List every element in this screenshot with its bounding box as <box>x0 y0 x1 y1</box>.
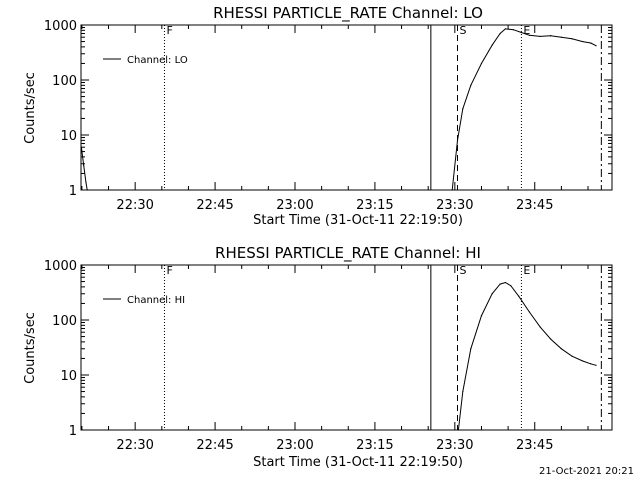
x-tick-label: 22:45 <box>196 198 233 213</box>
y-axis-label: Counts/sec <box>23 72 38 144</box>
data-point <box>595 364 597 366</box>
data-point <box>491 293 493 295</box>
x-tick-label: 23:45 <box>516 438 553 453</box>
y-tick-label: 10 <box>60 369 77 384</box>
y-tick-label: 1 <box>69 424 77 439</box>
data-point <box>83 164 85 167</box>
x-tick-label: 23:45 <box>516 198 553 213</box>
chart-title: RHESSI PARTICLE_RATE Channel: HI <box>215 244 481 263</box>
data-point <box>470 84 472 86</box>
data-point <box>571 355 573 357</box>
data-point <box>462 390 464 393</box>
data-point <box>85 181 87 183</box>
x-tick-label: 23:15 <box>356 438 393 453</box>
data-point <box>480 315 483 317</box>
data-point <box>462 108 464 110</box>
chart-title: RHESSI PARTICLE_RATE Channel: LO <box>213 4 483 23</box>
x-tick-label: 22:30 <box>116 438 153 453</box>
panel-lo: RHESSI PARTICLE_RATE Channel: LO Start T… <box>23 4 613 228</box>
data-point <box>595 45 597 47</box>
data-point <box>491 44 493 46</box>
data-point <box>582 40 584 43</box>
data-point <box>520 31 523 34</box>
event-marker-label: S <box>459 24 466 37</box>
event-marker-label: E <box>523 24 530 37</box>
data-point <box>504 281 507 284</box>
y-tick-label: 1000 <box>44 19 77 34</box>
data-point <box>582 360 584 362</box>
x-axis-label: Start Time (31-Oct-11 22:19:50) <box>253 455 463 470</box>
series-line <box>80 28 597 191</box>
x-tick-label: 22:45 <box>196 438 233 453</box>
y-tick-label: 100 <box>52 314 77 329</box>
data-point <box>528 311 531 313</box>
y-axis-label: Counts/sec <box>23 312 38 384</box>
x-tick-label: 23:30 <box>436 438 473 453</box>
data-point <box>480 62 483 65</box>
y-tick-label: 1000 <box>44 259 77 274</box>
event-marker-label: E <box>523 264 530 277</box>
data-point <box>539 326 541 328</box>
data-point <box>550 35 552 37</box>
data-point <box>590 363 592 365</box>
x-tick-label: 23:00 <box>276 438 313 453</box>
event-marker-label: S <box>459 264 466 277</box>
plot-area: 22:30 22:45 23:00 23:15 23:30 23:45 1 10 100 1000… <box>44 19 613 213</box>
x-tick-label: 23:00 <box>276 198 313 213</box>
data-point <box>550 338 552 340</box>
x-tick-label: 22:30 <box>116 198 153 213</box>
plot-area: 22:30 22:45 23:00 23:15 23:30 23:45 1 10 100 1000… <box>44 259 613 453</box>
legend-label: Channel: HI <box>127 295 185 306</box>
y-tick-label: 10 <box>60 129 77 144</box>
event-marker-label: F <box>166 24 172 37</box>
data-point <box>86 189 88 191</box>
data-point <box>539 35 541 38</box>
legend-label: Channel: LO <box>127 55 188 66</box>
data-point <box>560 348 562 350</box>
x-axis-label: Start Time (31-Oct-11 22:19:50) <box>253 213 463 228</box>
data-point <box>518 295 520 297</box>
data-point <box>504 28 507 30</box>
data-point <box>510 285 512 287</box>
x-tick-label: 23:30 <box>436 198 473 213</box>
data-point <box>512 29 515 31</box>
data-point <box>528 34 531 36</box>
data-point <box>80 146 83 148</box>
data-point <box>499 32 501 35</box>
data-point <box>499 283 501 285</box>
x-tick-label: 23:15 <box>356 198 393 213</box>
data-point <box>456 139 459 141</box>
y-tick-label: 100 <box>52 74 77 89</box>
data-point <box>451 189 453 191</box>
plot-frame <box>80 264 613 431</box>
y-tick-label: 1 <box>69 184 77 199</box>
data-point <box>571 38 573 40</box>
data-point <box>560 36 562 38</box>
event-marker-label: F <box>166 264 172 277</box>
data-point <box>457 429 459 431</box>
data-point <box>470 348 472 350</box>
data-point <box>590 42 592 44</box>
footer-timestamp: 21-Oct-2021 20:21 <box>539 466 634 477</box>
panel-hi: RHESSI PARTICLE_RATE Channel: HI Start T… <box>23 244 613 470</box>
